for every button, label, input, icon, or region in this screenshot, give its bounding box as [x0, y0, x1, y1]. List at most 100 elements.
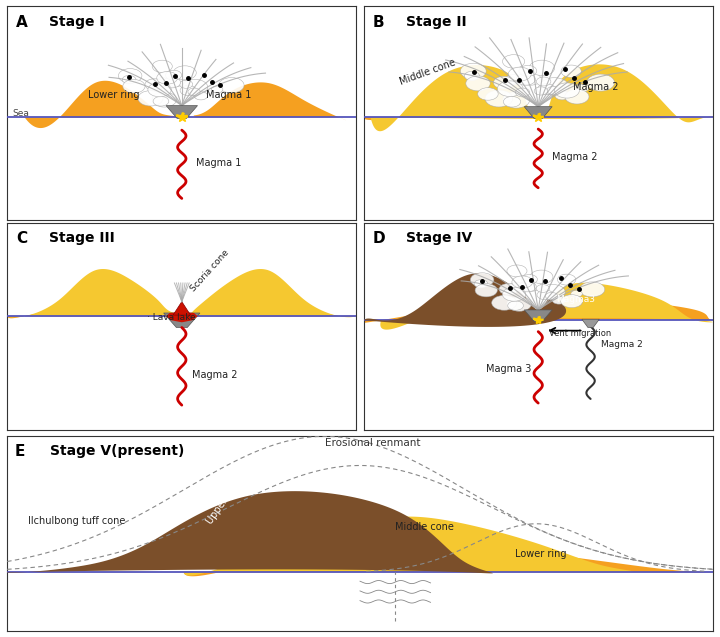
Circle shape: [503, 287, 526, 301]
Circle shape: [561, 65, 581, 78]
Circle shape: [179, 80, 193, 89]
Circle shape: [536, 77, 551, 86]
Polygon shape: [371, 64, 720, 131]
Circle shape: [157, 71, 178, 84]
Polygon shape: [4, 491, 492, 573]
Text: Ilchulbong tuff cone: Ilchulbong tuff cone: [28, 516, 126, 526]
Circle shape: [123, 80, 145, 93]
Polygon shape: [582, 319, 599, 327]
Circle shape: [547, 87, 560, 95]
Circle shape: [537, 83, 555, 95]
Circle shape: [519, 66, 537, 76]
Polygon shape: [173, 302, 191, 315]
Circle shape: [587, 74, 614, 91]
Text: Magma 2: Magma 2: [601, 340, 643, 349]
Circle shape: [492, 296, 517, 310]
Polygon shape: [184, 545, 720, 576]
Circle shape: [470, 273, 494, 287]
Circle shape: [460, 63, 486, 79]
Text: Scoria cone: Scoria cone: [189, 248, 231, 293]
Text: Magma3: Magma3: [556, 295, 595, 304]
Text: D: D: [372, 231, 385, 247]
Circle shape: [539, 284, 565, 300]
Circle shape: [464, 71, 480, 80]
Circle shape: [152, 92, 176, 107]
Circle shape: [508, 67, 531, 81]
Text: Sea: Sea: [12, 110, 30, 118]
Circle shape: [122, 75, 136, 84]
Circle shape: [561, 295, 582, 308]
Circle shape: [529, 60, 554, 76]
Circle shape: [505, 75, 522, 85]
Circle shape: [557, 274, 576, 285]
Polygon shape: [524, 310, 552, 321]
Circle shape: [512, 276, 533, 288]
Polygon shape: [7, 306, 374, 318]
Circle shape: [516, 73, 536, 85]
Circle shape: [503, 55, 525, 68]
Circle shape: [509, 282, 524, 291]
Circle shape: [503, 96, 521, 107]
Text: Magma 2: Magma 2: [573, 82, 618, 92]
Circle shape: [477, 88, 498, 100]
Circle shape: [138, 90, 163, 106]
Circle shape: [518, 282, 536, 292]
Polygon shape: [380, 283, 713, 329]
Text: Stage II: Stage II: [405, 15, 466, 29]
Circle shape: [498, 81, 523, 97]
Circle shape: [153, 96, 168, 106]
Circle shape: [166, 75, 185, 87]
Text: Upper cone: Upper cone: [204, 474, 246, 526]
Circle shape: [163, 77, 181, 88]
Circle shape: [530, 270, 553, 283]
Polygon shape: [191, 269, 359, 317]
Text: A: A: [16, 15, 27, 30]
Text: Erosional renmant: Erosional renmant: [325, 438, 420, 448]
Polygon shape: [163, 313, 200, 327]
Circle shape: [166, 70, 181, 80]
Polygon shape: [364, 104, 720, 120]
Circle shape: [155, 78, 170, 87]
Text: Magma 2: Magma 2: [192, 370, 238, 380]
Circle shape: [521, 73, 541, 85]
Circle shape: [536, 285, 549, 292]
Circle shape: [485, 90, 513, 107]
Circle shape: [188, 88, 200, 96]
Text: Stage I: Stage I: [49, 15, 104, 29]
Polygon shape: [194, 82, 346, 120]
Circle shape: [194, 92, 207, 100]
Text: Stage III: Stage III: [49, 231, 115, 245]
Text: E: E: [14, 444, 24, 459]
Circle shape: [507, 265, 527, 277]
Circle shape: [152, 61, 172, 73]
Text: Lower ring: Lower ring: [88, 90, 139, 100]
Circle shape: [508, 301, 523, 310]
Polygon shape: [24, 81, 176, 128]
Text: Magma 1: Magma 1: [206, 90, 251, 100]
Circle shape: [145, 79, 164, 90]
Circle shape: [148, 83, 171, 97]
Circle shape: [503, 92, 530, 108]
Polygon shape: [524, 106, 552, 118]
Circle shape: [212, 86, 223, 93]
Circle shape: [576, 84, 589, 92]
Text: Stage V(present): Stage V(present): [50, 444, 184, 458]
Text: C: C: [16, 231, 27, 247]
Circle shape: [474, 280, 488, 288]
Text: · Lava lake: · Lava lake: [147, 313, 196, 322]
Text: Middle cone: Middle cone: [395, 522, 454, 532]
Circle shape: [522, 280, 541, 291]
Circle shape: [507, 297, 531, 311]
Circle shape: [118, 69, 142, 83]
Circle shape: [580, 282, 605, 297]
Circle shape: [552, 296, 566, 304]
Circle shape: [537, 290, 554, 300]
Circle shape: [174, 66, 197, 80]
Circle shape: [475, 283, 498, 297]
Text: Vent migration: Vent migration: [549, 329, 611, 338]
Circle shape: [466, 76, 490, 91]
Polygon shape: [7, 269, 180, 317]
Circle shape: [181, 79, 208, 95]
Circle shape: [516, 88, 530, 97]
Circle shape: [534, 87, 548, 95]
